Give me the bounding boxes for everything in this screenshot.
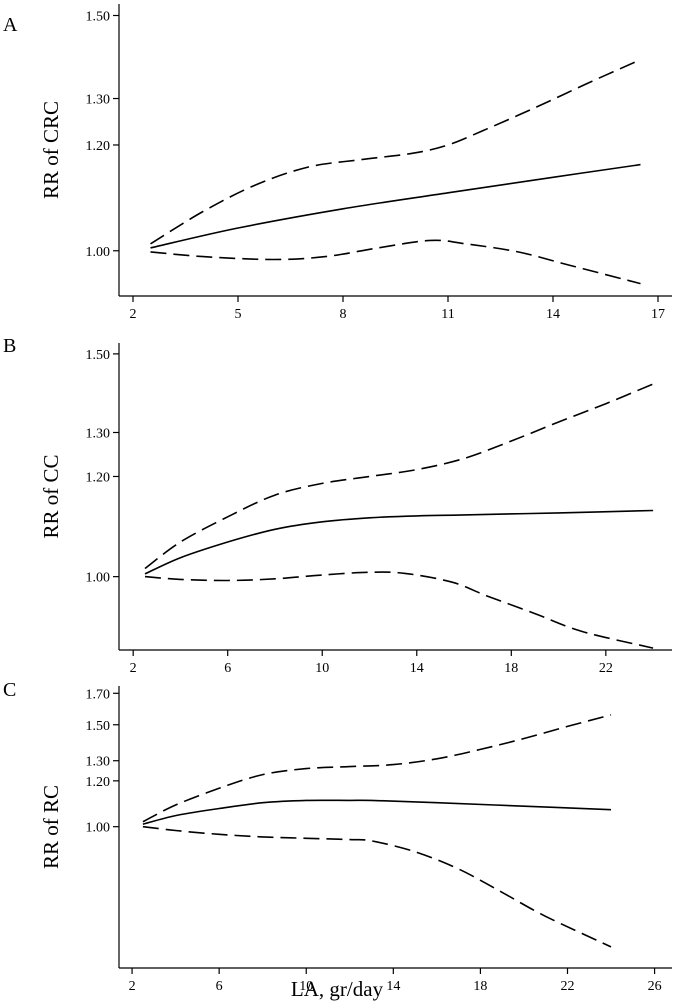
x-tick-label: 14 xyxy=(386,979,400,994)
panel-letter: A xyxy=(3,14,18,36)
x-tick-label: 2 xyxy=(130,307,137,322)
panel-letter: B xyxy=(3,335,16,357)
x-tick-label: 2 xyxy=(130,661,137,676)
y-tick-label: 1.50 xyxy=(86,719,111,734)
upper-ci-line xyxy=(144,383,654,570)
x-tick-label: 8 xyxy=(340,307,347,322)
y-axis-label: RR of CC xyxy=(39,454,63,538)
rr-line xyxy=(150,163,641,249)
y-tick-label: 1.00 xyxy=(86,821,111,836)
y-tick-label: 1.00 xyxy=(86,571,111,586)
y-tick-label: 1.50 xyxy=(86,348,111,363)
y-tick-label: 1.30 xyxy=(86,755,111,770)
x-tick-label: 5 xyxy=(235,307,242,322)
x-tick-label: 11 xyxy=(441,307,454,322)
upper-ci-line xyxy=(142,714,612,823)
panel-letter: C xyxy=(3,679,16,701)
x-tick-label: 22 xyxy=(599,661,613,676)
x-tick-label: 14 xyxy=(546,307,560,322)
x-axis-label: LA, gr/day xyxy=(291,977,384,1001)
panel-b: B RR of CC 1.00 1.20 1.30 1.50 2 6 10 14 18 22 xyxy=(3,335,672,676)
y-axis-label: RR of RC xyxy=(39,785,63,869)
x-tick-label: 2 xyxy=(129,979,136,994)
lower-ci-line xyxy=(144,571,654,649)
x-tick-label: 6 xyxy=(216,979,223,994)
rr-line xyxy=(142,799,612,825)
x-tick-label: 18 xyxy=(504,661,518,676)
x-tick-label: 17 xyxy=(651,307,665,322)
y-axis-label: RR of CRC xyxy=(39,101,63,199)
y-tick-label: 1.20 xyxy=(86,775,111,790)
upper-ci-line xyxy=(150,58,641,245)
y-tick-label: 1.30 xyxy=(86,93,111,108)
lower-ci-line xyxy=(150,239,641,285)
x-tick-label: 18 xyxy=(473,979,487,994)
lower-ci-line xyxy=(142,825,612,948)
y-tick-label: 1.20 xyxy=(86,139,111,154)
y-tick-label: 1.30 xyxy=(86,426,111,441)
panel-a: A RR of CRC 1.00 1.20 1.30 1.50 2 5 8 11 14 17 xyxy=(3,4,672,322)
rr-line xyxy=(144,509,654,575)
panel-c: CRR of RC 1.001.201.301.501.702 6 10 14 18 22 2… xyxy=(3,679,672,994)
x-tick-label: 22 xyxy=(560,979,574,994)
x-tick-label: 10 xyxy=(315,661,329,676)
y-tick-label: 1.50 xyxy=(86,9,111,24)
x-tick-label: 10 xyxy=(299,979,313,994)
x-tick-label: 14 xyxy=(410,661,424,676)
y-tick-label: 1.00 xyxy=(86,245,111,260)
y-tick-label: 1.20 xyxy=(86,470,111,485)
x-tick-label: 26 xyxy=(648,979,662,994)
y-tick-label: 1.70 xyxy=(86,687,111,702)
x-tick-label: 6 xyxy=(224,661,231,676)
